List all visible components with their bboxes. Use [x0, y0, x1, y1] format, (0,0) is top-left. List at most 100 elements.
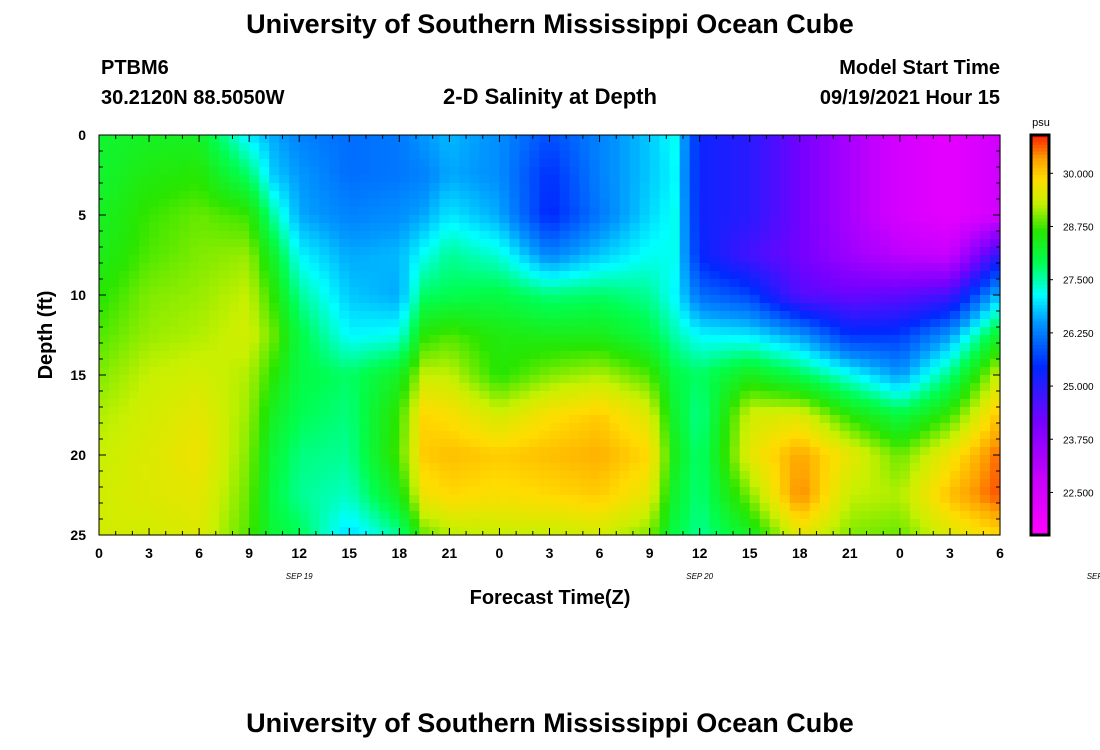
- heatmap-cell: [979, 223, 991, 232]
- heatmap-cell: [439, 455, 450, 464]
- heatmap-cell: [559, 303, 571, 312]
- heatmap-cell: [469, 423, 481, 432]
- heatmap-cell: [519, 327, 531, 336]
- heatmap-cell: [409, 511, 420, 520]
- heatmap-cell: [599, 511, 611, 520]
- heatmap-cell: [399, 447, 410, 456]
- heatmap-cell: [339, 231, 350, 240]
- heatmap-cell: [419, 343, 430, 352]
- heatmap-cell: [429, 183, 440, 192]
- heatmap-cell: [519, 343, 531, 352]
- heatmap-cell: [179, 183, 190, 192]
- heatmap-cell: [619, 431, 631, 440]
- heatmap-cell: [99, 303, 110, 312]
- heatmap-cell: [909, 319, 921, 328]
- heatmap-cell: [139, 247, 150, 256]
- heatmap-cell: [759, 255, 771, 264]
- heatmap-cell: [389, 335, 400, 344]
- heatmap-cell: [499, 271, 511, 280]
- heatmap-cell: [359, 503, 370, 512]
- heatmap-cell: [439, 503, 450, 512]
- heatmap-cell: [889, 367, 901, 376]
- heatmap-cell: [219, 239, 230, 248]
- heatmap-cell: [829, 335, 841, 344]
- heatmap-cell: [289, 463, 300, 472]
- heatmap-cell: [309, 311, 320, 320]
- heatmap-cell: [919, 471, 931, 480]
- heatmap-cell: [989, 431, 1001, 440]
- heatmap-cell: [859, 303, 871, 312]
- heatmap-cell: [309, 407, 320, 416]
- heatmap-cell: [899, 263, 911, 272]
- heatmap-cell: [919, 263, 931, 272]
- heatmap-cell: [379, 239, 390, 248]
- heatmap-cell: [739, 367, 751, 376]
- heatmap-cell: [649, 175, 661, 184]
- heatmap-cell: [699, 167, 711, 176]
- colorbar-segment: [1031, 431, 1049, 436]
- heatmap-cell: [729, 135, 741, 144]
- heatmap-cell: [199, 495, 210, 504]
- heatmap-cell: [139, 367, 150, 376]
- heatmap-cell: [259, 511, 270, 520]
- heatmap-cell: [149, 199, 160, 208]
- heatmap-cell: [419, 447, 430, 456]
- heatmap-cell: [289, 191, 300, 200]
- heatmap-cell: [689, 239, 701, 248]
- heatmap-cell: [559, 295, 571, 304]
- heatmap-cell: [579, 455, 591, 464]
- heatmap-cell: [589, 159, 601, 168]
- heatmap-cell: [909, 327, 921, 336]
- heatmap-cell: [219, 167, 230, 176]
- heatmap-cell: [409, 399, 420, 408]
- heatmap-cell: [109, 471, 120, 480]
- heatmap-cell: [959, 519, 971, 528]
- heatmap-cell: [539, 223, 551, 232]
- heatmap-cell: [679, 383, 691, 392]
- heatmap-cell: [489, 415, 501, 424]
- heatmap-cell: [929, 199, 941, 208]
- heatmap-cell: [149, 407, 160, 416]
- heatmap-cell: [509, 303, 521, 312]
- heatmap-cell: [669, 199, 681, 208]
- heatmap-cell: [689, 423, 701, 432]
- heatmap-cell: [549, 343, 561, 352]
- heatmap-cell: [409, 527, 420, 536]
- heatmap-cell: [339, 343, 350, 352]
- heatmap-cell: [739, 311, 751, 320]
- heatmap-cell: [639, 183, 651, 192]
- colorbar-segment: [1031, 305, 1049, 309]
- heatmap-cell: [719, 415, 731, 424]
- heatmap-cell: [199, 327, 210, 336]
- heatmap-cell: [839, 167, 851, 176]
- colorbar-segment: [1031, 231, 1049, 236]
- heatmap-cell: [619, 383, 631, 392]
- heatmap-cell: [809, 319, 821, 328]
- heatmap-cell: [589, 199, 601, 208]
- heatmap-cell: [879, 247, 891, 256]
- heatmap-cell: [919, 343, 931, 352]
- heatmap-cell: [129, 215, 140, 224]
- heatmap-cell: [129, 511, 140, 520]
- heatmap-cell: [749, 503, 761, 512]
- heatmap-cell: [489, 255, 501, 264]
- heatmap-cell: [949, 447, 961, 456]
- heatmap-cell: [329, 487, 340, 496]
- heatmap-cell: [589, 447, 601, 456]
- heatmap-cell: [449, 367, 460, 376]
- heatmap-cell: [129, 223, 140, 232]
- heatmap-cell: [249, 311, 260, 320]
- heatmap-cell: [569, 367, 581, 376]
- heatmap-cell: [559, 255, 571, 264]
- heatmap-cell: [919, 319, 931, 328]
- heatmap-cell: [679, 151, 691, 160]
- heatmap-cell: [299, 239, 310, 248]
- heatmap-cell: [249, 519, 260, 528]
- heatmap-cell: [389, 279, 400, 288]
- heatmap-cell: [139, 415, 150, 424]
- heatmap-cell: [609, 359, 621, 368]
- heatmap-cell: [889, 343, 901, 352]
- heatmap-cell: [779, 335, 791, 344]
- heatmap-cell: [949, 143, 961, 152]
- heatmap-cell: [879, 335, 891, 344]
